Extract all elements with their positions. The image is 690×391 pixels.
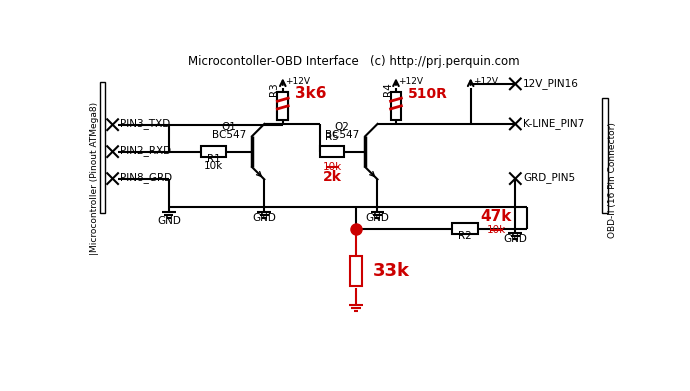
Text: 2k: 2k xyxy=(323,170,342,184)
Text: GRD_PIN5: GRD_PIN5 xyxy=(523,172,575,183)
Text: GND: GND xyxy=(157,216,181,226)
Text: +12V: +12V xyxy=(473,77,498,86)
Text: 10k: 10k xyxy=(204,161,223,171)
Text: BC547: BC547 xyxy=(212,130,246,140)
Text: 510R: 510R xyxy=(408,86,448,100)
Text: R5: R5 xyxy=(325,132,339,142)
Text: +12V: +12V xyxy=(285,77,310,86)
Text: Microcontoller-OBD Interface   (c) http://prj.perquin.com: Microcontoller-OBD Interface (c) http://… xyxy=(188,55,520,68)
Text: 10k: 10k xyxy=(322,162,342,172)
Bar xyxy=(277,92,288,120)
Text: PIN2_RXD: PIN2_RXD xyxy=(120,145,171,156)
Text: |Microcontroller (Pinout ATMega8): |Microcontroller (Pinout ATMega8) xyxy=(90,102,99,255)
Text: GND: GND xyxy=(504,235,527,244)
Bar xyxy=(602,98,608,213)
Text: PIN8_GRD: PIN8_GRD xyxy=(120,172,172,183)
Text: R1: R1 xyxy=(206,154,220,165)
Text: GND: GND xyxy=(253,213,276,223)
Text: OBD-II (16 Pin Connector): OBD-II (16 Pin Connector) xyxy=(608,122,617,238)
Text: R2: R2 xyxy=(458,231,472,241)
Text: K-LINE_PIN7: K-LINE_PIN7 xyxy=(523,118,584,129)
Bar xyxy=(277,91,288,120)
Text: Q1: Q1 xyxy=(221,122,236,132)
Text: 10k: 10k xyxy=(486,225,506,235)
Text: 33k: 33k xyxy=(373,262,410,280)
Text: R3: R3 xyxy=(269,82,279,96)
Text: 12V_PIN16: 12V_PIN16 xyxy=(523,78,579,89)
Bar xyxy=(391,92,402,120)
Text: R4: R4 xyxy=(382,82,393,96)
Text: BC547: BC547 xyxy=(325,130,359,140)
Bar xyxy=(201,146,226,157)
Bar xyxy=(350,256,362,285)
Text: GND: GND xyxy=(366,213,389,223)
Text: Q2: Q2 xyxy=(335,122,350,132)
Bar xyxy=(99,83,105,213)
Text: 3k6: 3k6 xyxy=(295,86,326,101)
Bar xyxy=(452,223,478,234)
Text: PIN3_TXD: PIN3_TXD xyxy=(120,118,170,129)
Text: +12V: +12V xyxy=(398,77,423,86)
Text: 47k: 47k xyxy=(480,209,512,224)
Bar xyxy=(319,146,344,157)
